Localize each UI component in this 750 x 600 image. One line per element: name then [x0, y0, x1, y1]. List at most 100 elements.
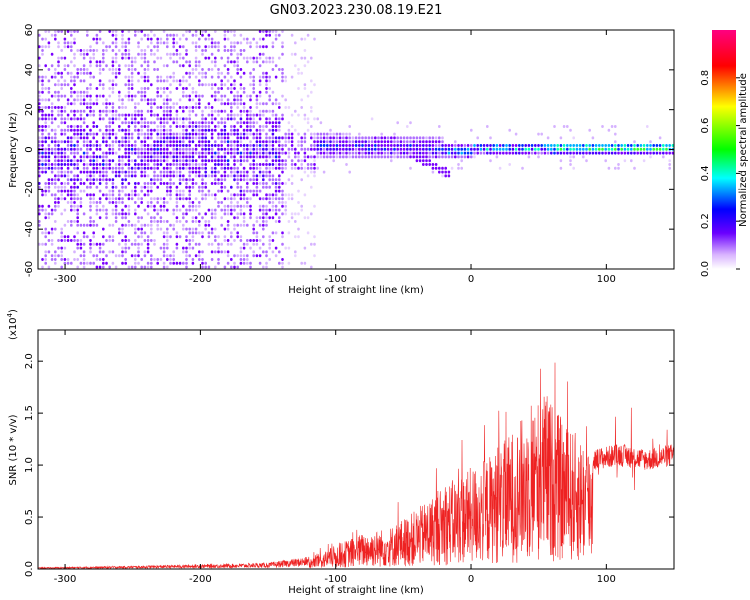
spectrogram-cell [255, 113, 259, 117]
spectrogram-cell [252, 60, 255, 64]
spectrogram-cell [127, 125, 131, 128]
colorbar-gradient [712, 30, 736, 269]
spectrogram-cell [582, 147, 585, 151]
spectrogram-cell [306, 128, 310, 132]
spectrogram-cell [198, 128, 201, 132]
spectrogram-cell [255, 151, 259, 155]
spectrogram-cell [348, 144, 351, 147]
spectrogram-cell [156, 144, 159, 147]
spectrogram-cell [198, 212, 201, 216]
spectrogram-cell [54, 37, 57, 41]
spectrogram-cell [79, 204, 83, 208]
spectrogram-cell [50, 102, 54, 106]
spectrogram-cell [297, 189, 300, 193]
spectrogram-cell [127, 37, 131, 41]
spectrogram-cell [322, 132, 326, 136]
spectrogram-cell [73, 109, 76, 113]
spectrogram-cell [185, 37, 188, 41]
spectrogram-cell [60, 75, 63, 79]
spectrogram-cell [249, 163, 252, 166]
spectrogram-cell [162, 144, 166, 147]
spectrogram-cell [95, 201, 99, 204]
spectrogram-cell [498, 147, 502, 151]
spectrogram-cell [265, 71, 268, 75]
spectrogram-cell [73, 185, 76, 189]
spectrogram-cell [201, 258, 204, 261]
spectrogram-cell [153, 68, 156, 71]
spectrogram-cell [537, 147, 540, 151]
spectrogram-cell [217, 147, 220, 151]
spectrogram-cell [438, 147, 441, 151]
spectrogram-cell [111, 166, 115, 170]
spectrogram-cell [354, 140, 358, 144]
spectrogram-cell [60, 197, 63, 201]
spectrogram-cell [98, 189, 102, 193]
spectrogram-cell [124, 242, 127, 246]
spectrogram-cell [364, 144, 367, 147]
spectrogram-cell [166, 231, 169, 235]
spectrogram-cell [313, 166, 316, 170]
spectrogram-cell [114, 197, 118, 201]
spectrogram-cell [130, 60, 134, 64]
spectrogram-cell [82, 250, 86, 254]
spectrogram-cell [137, 182, 140, 185]
spectrogram-cell [140, 90, 143, 94]
spectrogram-cell [54, 163, 57, 166]
spectrogram-cell [239, 212, 243, 216]
spectrogram-cell [290, 125, 294, 128]
spectrogram-cell [86, 125, 89, 128]
spectrogram-cell [527, 144, 531, 147]
spectrogram-cell [588, 151, 591, 155]
spectrogram-cell [239, 223, 243, 227]
spectrogram-cell [271, 45, 275, 49]
spectrogram-cell [130, 189, 134, 193]
spectrogram-cell [114, 132, 118, 136]
spectrogram-cell [86, 68, 89, 71]
spectrogram-cell [121, 102, 124, 106]
spectrogram-cell [249, 117, 252, 121]
spectrogram-cell [89, 163, 92, 166]
spectrogram-cell [262, 109, 265, 113]
y-tick-label: 20 [24, 103, 35, 116]
spectrogram-cell [313, 136, 316, 140]
spectrogram-cell [246, 261, 249, 265]
spectrogram-cell [495, 151, 499, 155]
spectrogram-cell [143, 132, 147, 136]
spectrogram-cell [265, 140, 268, 144]
spectrogram-cell [146, 75, 150, 79]
spectrogram-cell [130, 132, 134, 136]
spectrogram-cell [214, 216, 217, 220]
spectrogram-cell [182, 216, 185, 220]
spectrogram-cell [226, 140, 230, 144]
spectrogram-cell [303, 49, 307, 52]
spectrogram-cell [185, 87, 188, 90]
spectrogram-cell [447, 155, 451, 159]
spectrogram-cell [258, 56, 262, 60]
spectrogram-cell [121, 261, 124, 265]
spectrogram-cell [134, 265, 137, 269]
spectrogram-cell [553, 151, 556, 155]
spectrogram-cell [434, 155, 438, 159]
spectrogram-cell [201, 94, 204, 98]
spectrogram-cell [287, 121, 291, 125]
spectrogram-cell [86, 132, 89, 136]
spectrogram-cell [70, 109, 73, 113]
spectrogram-cell [143, 121, 147, 125]
spectrogram-cell [511, 147, 515, 151]
spectrogram-cell [134, 109, 137, 113]
spectrogram-cell [79, 223, 83, 227]
spectrogram-cell [198, 121, 201, 125]
spectrogram-cell [233, 49, 236, 52]
spectrogram-cell [57, 174, 60, 178]
spectrogram-cell [137, 220, 140, 223]
spectrogram-cell [274, 208, 278, 212]
spectrogram-cell [300, 163, 303, 166]
spectrogram-cell [105, 254, 108, 258]
spectrogram-cell [47, 90, 51, 94]
spectrogram-cell [310, 163, 313, 166]
spectrogram-cell [281, 170, 284, 174]
spectrogram-cell [127, 94, 131, 98]
spectrogram-cell [239, 163, 243, 166]
spectrogram-cell [70, 128, 73, 132]
spectrogram-cell [278, 261, 281, 265]
